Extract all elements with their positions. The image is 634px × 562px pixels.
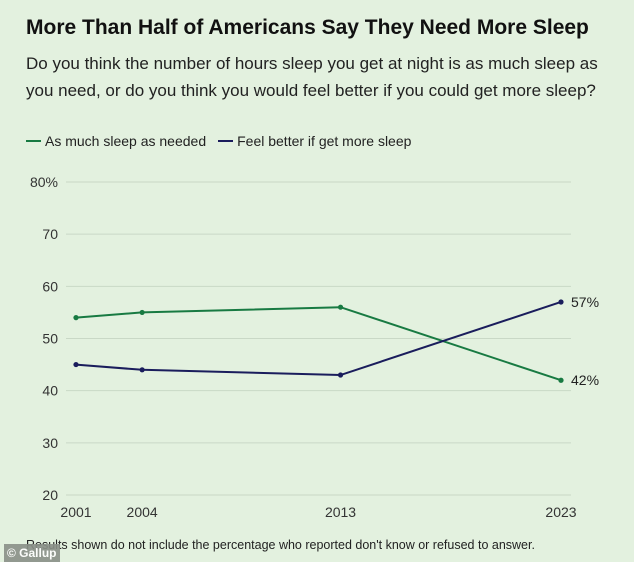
legend-swatch-green — [26, 140, 41, 142]
x-tick-label: 2001 — [60, 504, 91, 520]
data-point — [337, 304, 344, 310]
data-point — [139, 367, 145, 373]
data-point — [73, 361, 79, 368]
chart-title: More Than Half of Americans Say They Nee… — [26, 16, 589, 39]
y-tick-label: 50 — [42, 331, 58, 347]
legend-label: Feel better if get more sleep — [237, 133, 412, 149]
data-point — [558, 377, 564, 383]
legend-label: As much sleep as needed — [45, 133, 207, 149]
x-tick-label: 2023 — [545, 504, 576, 520]
credit-watermark: © Gallup — [4, 544, 60, 562]
y-tick-label: 40 — [42, 383, 58, 399]
data-point — [337, 372, 344, 378]
y-tick-label: 20 — [42, 487, 58, 503]
y-tick-label: 30 — [42, 435, 58, 451]
data-point — [73, 315, 79, 321]
series-line-1 — [75, 301, 562, 377]
x-tick-label: 2013 — [325, 504, 356, 520]
legend: As much sleep as needed Feel better if g… — [26, 133, 411, 149]
legend-item-as-much: As much sleep as needed — [26, 133, 206, 149]
end-label: 42% — [571, 372, 599, 388]
legend-item-feel-better: Feel better if get more sleep — [218, 133, 411, 149]
footnote: Results shown do not include the percent… — [26, 538, 535, 552]
y-tick-label: 60 — [42, 278, 58, 294]
data-point — [558, 299, 564, 305]
y-tick-label: 70 — [42, 226, 58, 242]
y-tick-label: 80% — [30, 174, 58, 190]
x-tick-label: 2004 — [127, 504, 158, 520]
series-line-0 — [75, 306, 562, 382]
end-label: 57% — [571, 294, 599, 310]
legend-swatch-navy — [218, 140, 234, 142]
chart-subtitle: Do you think the number of hours sleep y… — [26, 54, 598, 100]
data-point — [139, 309, 145, 316]
